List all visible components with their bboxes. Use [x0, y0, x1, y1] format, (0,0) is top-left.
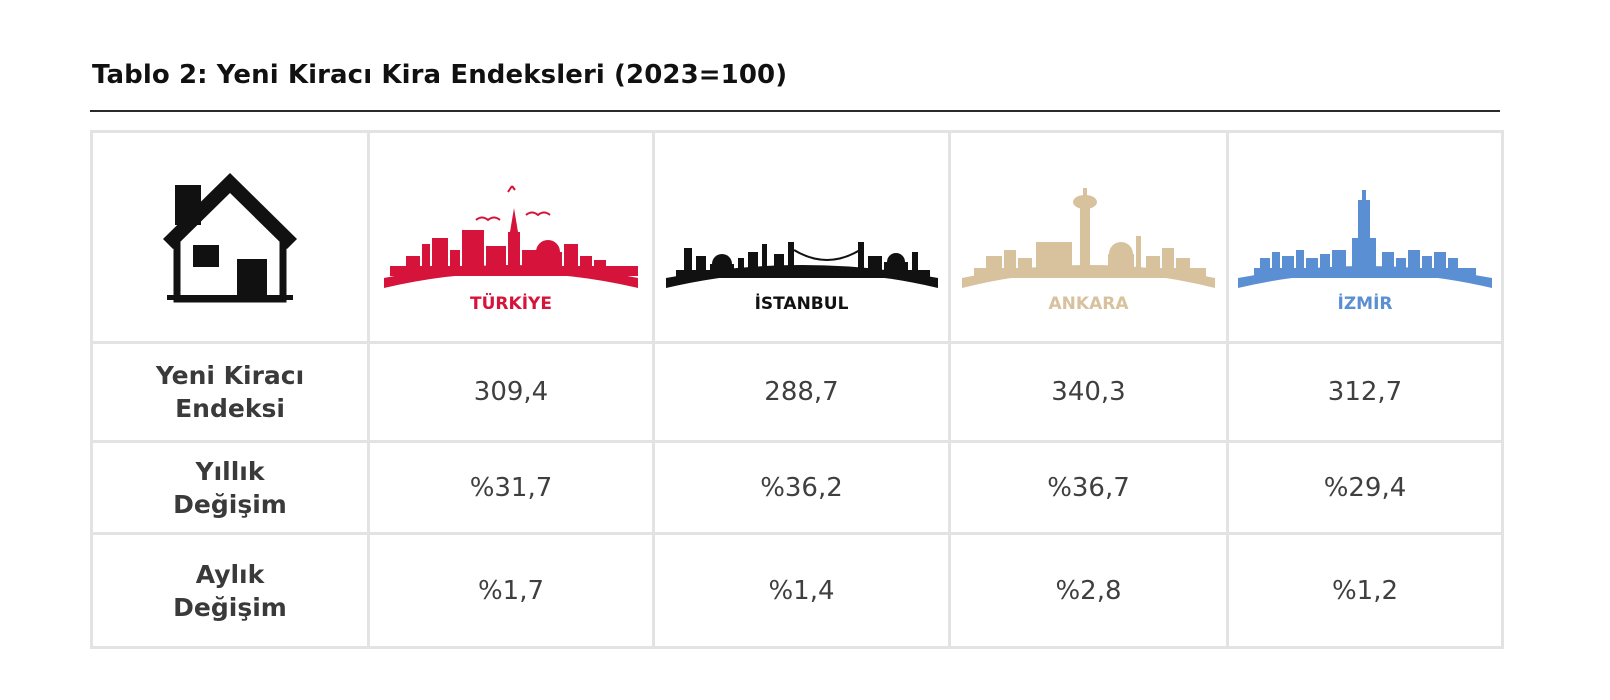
table-cell: 288,7 [652, 341, 951, 443]
row-label-line2: Endeksi [175, 394, 285, 423]
city-name-ankara: ANKARA [1048, 294, 1129, 314]
table-cell: 340,3 [948, 341, 1229, 443]
row-label-line2: Değişim [173, 489, 287, 519]
table-cell: %1,7 [367, 532, 655, 649]
city-name-istanbul: İSTANBUL [754, 294, 849, 314]
header-turkiye: TÜRKİYE [367, 130, 655, 344]
rent-index-table: TÜRKİYE [90, 130, 1504, 649]
row-label-line1: Yeni Kiracı [155, 361, 305, 390]
table-cell: 309,4 [367, 341, 655, 443]
header-izmir: İZMİR [1226, 130, 1504, 344]
header-row: TÜRKİYE [90, 130, 1504, 344]
table-cell: %36,2 [652, 440, 951, 535]
table-cell: %1,4 [652, 532, 951, 649]
row-label-line1: Yıllık [195, 456, 265, 486]
table-cell: %1,2 [1226, 532, 1504, 649]
turkiye-skyline-icon [384, 185, 638, 288]
table-row: Yeni Kiracı Endeksi 309,4 288,7 340,3 31… [90, 341, 1504, 443]
istanbul-skyline-icon [665, 242, 938, 288]
table-row: Aylık Değişim %1,7 %1,4 %2,8 %1,2 [90, 532, 1504, 649]
house-icon [163, 173, 297, 303]
table-row: Yıllık Değişim %31,7 %36,2 %36,7 %29,4 [90, 440, 1504, 535]
table-cell: %31,7 [367, 440, 655, 535]
header-icon-cell [90, 130, 370, 344]
title-rule [90, 110, 1500, 112]
header-ankara: ANKARA [948, 130, 1229, 344]
table-cell: %2,8 [948, 532, 1229, 649]
row-label-line2: Değişim [173, 592, 287, 622]
table-cell: 312,7 [1226, 341, 1504, 443]
ankara-skyline-icon [962, 188, 1215, 288]
row-label-line1: Aylık [195, 559, 265, 589]
table-title: Tablo 2: Yeni Kiracı Kira Endeksleri (20… [92, 60, 788, 90]
row-label: Yıllık Değişim [90, 440, 370, 535]
table-cell: %36,7 [948, 440, 1229, 535]
izmir-skyline-icon [1238, 190, 1492, 288]
row-label: Yeni Kiracı Endeksi [90, 341, 370, 443]
table-cell: %29,4 [1226, 440, 1504, 535]
row-label: Aylık Değişim [90, 532, 370, 649]
header-istanbul: İSTANBUL [652, 130, 951, 344]
city-name-izmir: İZMİR [1337, 294, 1393, 314]
city-name-turkiye: TÜRKİYE [470, 294, 552, 314]
